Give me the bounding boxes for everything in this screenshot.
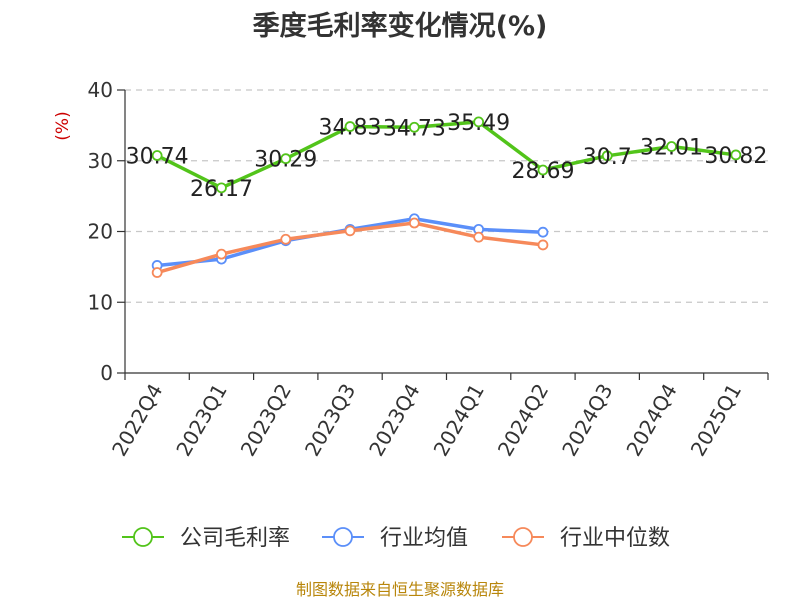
x-tick-label: 2024Q3 (557, 380, 617, 461)
data-label: 34.83 (319, 116, 382, 141)
y-axis-label: (%) (53, 111, 73, 140)
data-point (280, 233, 292, 245)
series-lines (151, 116, 742, 278)
data-label: 32.01 (640, 136, 703, 161)
data-point (730, 149, 742, 161)
data-point (537, 164, 549, 176)
chart-title: 季度毛利率变化情况(%) (252, 11, 548, 42)
data-label: 26.17 (190, 177, 253, 202)
data-point (280, 153, 292, 165)
x-tick-label: 2023Q1 (171, 380, 231, 461)
data-point (473, 116, 485, 128)
y-tick-label: 40 (88, 78, 113, 102)
data-point (408, 217, 420, 229)
data-point (537, 226, 549, 238)
legend-label: 公司毛利率 (180, 526, 290, 551)
source-note: 制图数据来自恒生聚源数据库 (295, 580, 504, 599)
y-tick-label: 0 (100, 361, 113, 385)
series-line-0 (156, 120, 737, 190)
y-tick-label: 10 (88, 290, 113, 314)
x-tick-label: 2024Q4 (621, 380, 681, 461)
data-point (601, 150, 613, 162)
data-point (344, 121, 356, 132)
data-label: 30.74 (126, 145, 189, 170)
x-tick-label: 2023Q4 (364, 380, 424, 461)
legend: 公司毛利率 行业均值 行业中位数 (122, 526, 670, 551)
data-point (151, 150, 163, 161)
data-point (216, 182, 227, 194)
data-point (344, 225, 356, 237)
legend-label: 行业中位数 (560, 526, 670, 551)
x-tick-label: 2024Q1 (429, 380, 489, 461)
data-label: 35.49 (447, 111, 510, 136)
legend-marker (133, 527, 153, 547)
data-label: 30.82 (704, 144, 767, 169)
data-label: 30.7 (583, 145, 632, 170)
x-tick-label: 2025Q1 (686, 380, 746, 461)
y-tick-label: 30 (88, 149, 113, 173)
data-point (408, 121, 420, 133)
x-tick-label: 2024Q2 (493, 380, 553, 461)
y-tick-label: 20 (88, 220, 113, 244)
data-point (473, 231, 485, 243)
legend-marker (513, 527, 533, 547)
data-point (537, 239, 549, 251)
data-label: 34.73 (383, 116, 446, 141)
data-label: 30.29 (254, 148, 317, 173)
x-tick-label: 2022Q4 (107, 380, 167, 461)
data-point (151, 267, 163, 278)
x-tick-label: 2023Q2 (236, 380, 296, 461)
data-point (216, 248, 227, 260)
data-label: 28.69 (511, 159, 574, 184)
x-tick-label: 2023Q3 (300, 380, 360, 461)
data-point (666, 141, 677, 152)
legend-label: 行业均值 (380, 526, 468, 551)
legend-marker (333, 527, 353, 547)
